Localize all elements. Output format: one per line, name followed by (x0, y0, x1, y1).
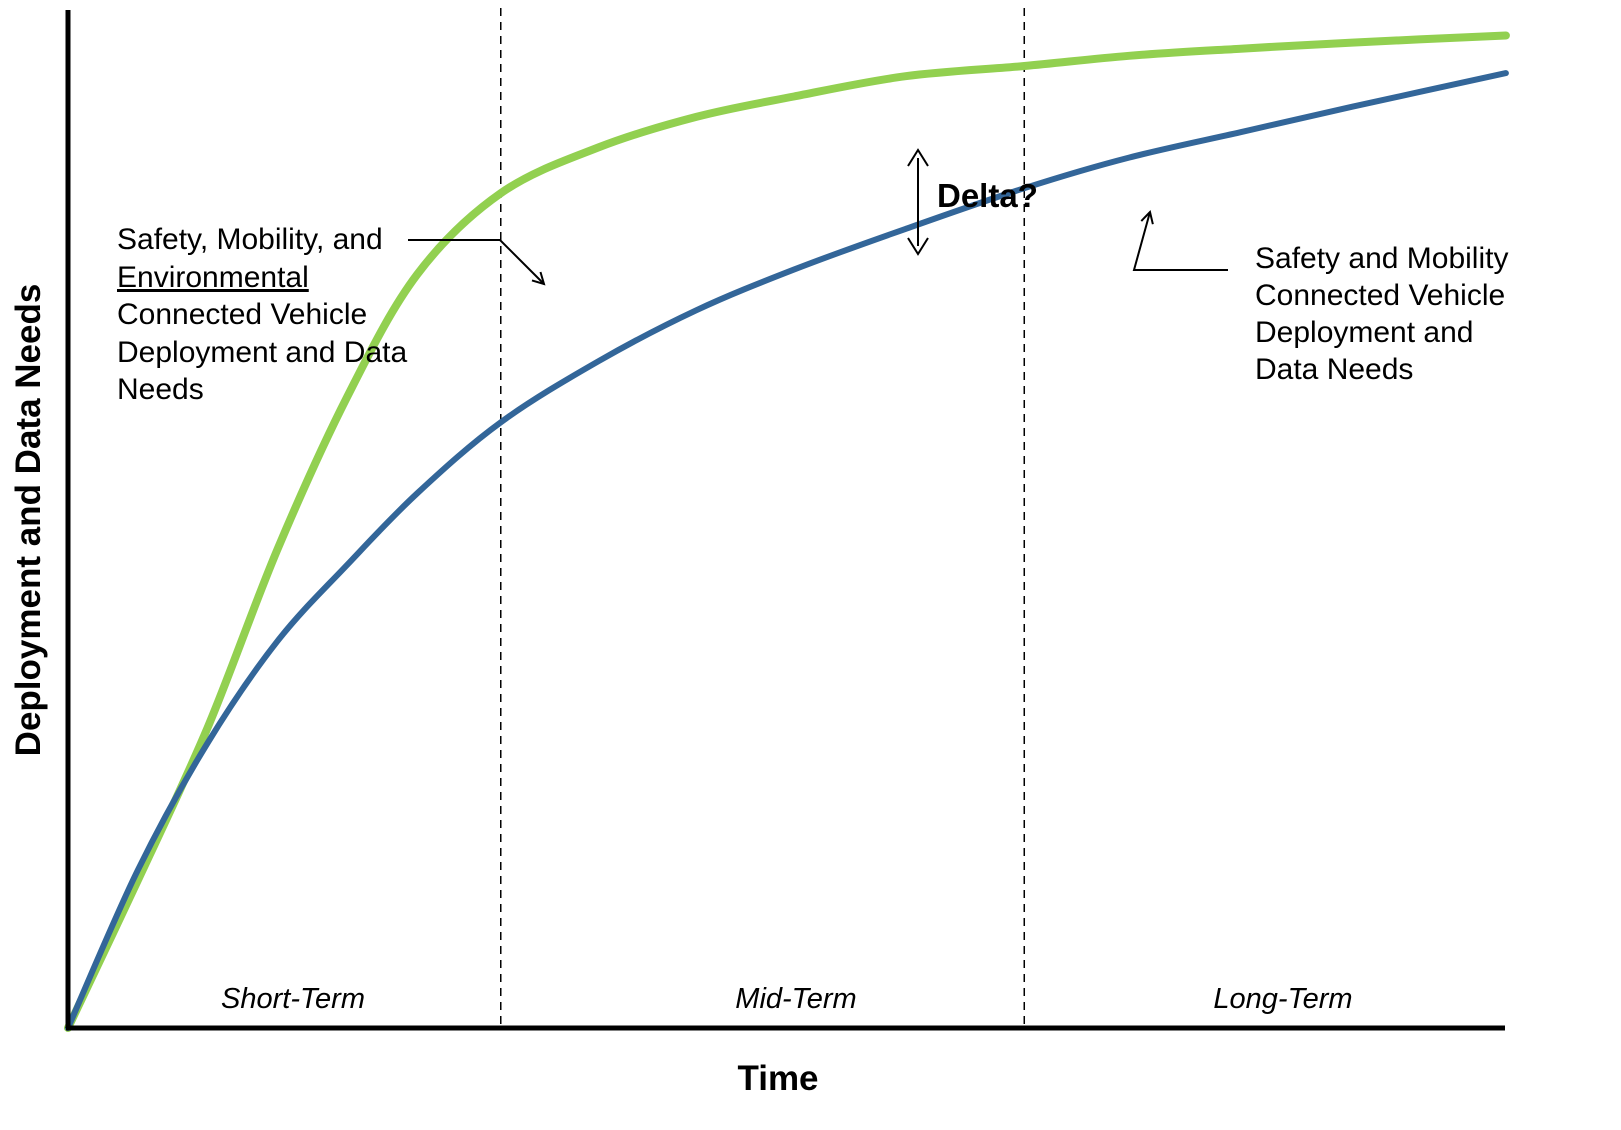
delta-label: Delta? (937, 177, 1038, 214)
annotation-environmental-line-1: Safety, Mobility, and (117, 223, 383, 256)
annotation-environmental-line-5: Needs (117, 373, 204, 406)
leader-line-environmental (408, 239, 544, 284)
annotation-environmental: Safety, Mobility, and Environmental Conn… (117, 221, 407, 409)
annotation-safety-mobility-line-2: Connected Vehicle (1255, 279, 1506, 312)
series-line-safety-mobility (65, 70, 1509, 1031)
delta-arrowhead-down (907, 237, 929, 256)
series-line-safety-mobility-environmental (64, 31, 1510, 1032)
period-label-short-term: Short-Term (221, 983, 365, 1015)
annotation-safety-mobility-line-4: Data Needs (1255, 353, 1414, 386)
annotation-environmental-line-4: Deployment and Data (117, 335, 408, 369)
annotation-safety-mobility: Safety and Mobility Connected Vehicle De… (1255, 240, 1508, 388)
annotation-environmental-line-3: Connected Vehicle (117, 298, 368, 331)
period-label-long-term: Long-Term (1213, 983, 1352, 1015)
leader-line-safety-mobility (1132, 212, 1228, 271)
y-axis-label: Deployment and Data Needs (9, 284, 48, 757)
annotation-environmental-line-2: Environmental (117, 260, 309, 294)
x-axis-label: Time (737, 1059, 818, 1098)
delta-arrowhead-up (907, 148, 929, 167)
annotation-safety-mobility-line-3: Deployment and (1255, 316, 1474, 349)
annotation-safety-mobility-line-1: Safety and Mobility (1255, 242, 1509, 275)
period-label-mid-term: Mid-Term (735, 983, 856, 1015)
